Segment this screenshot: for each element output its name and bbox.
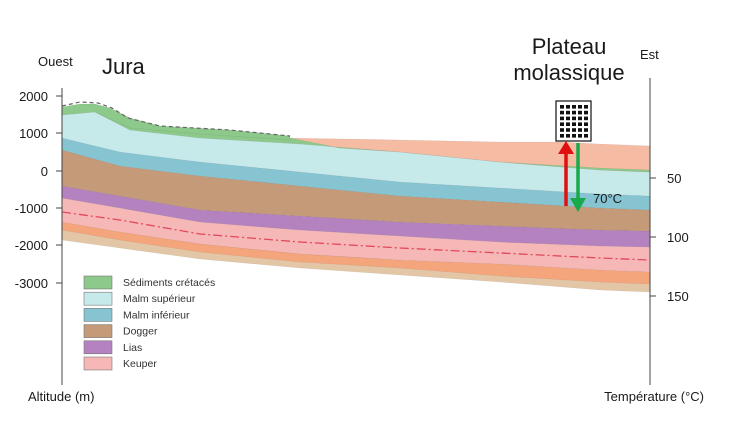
keuper-dashdot-line [61, 211, 651, 261]
building-window [560, 105, 564, 109]
altitude-tick-label: -1000 [15, 201, 48, 216]
temperature-axis-label: Température (°C) [604, 389, 704, 404]
legend-label: Keuper [123, 358, 157, 370]
temperature-tick-label: 150 [667, 289, 689, 304]
building-window [578, 122, 582, 126]
west-label: Ouest [38, 54, 73, 69]
legend-swatch [83, 291, 113, 306]
east-label: Est [640, 47, 659, 62]
building-window [584, 122, 588, 126]
building-window [578, 128, 582, 132]
legend-label: Dogger [123, 326, 158, 338]
building-window [566, 105, 570, 109]
building-window [566, 116, 570, 121]
building-window [572, 134, 576, 138]
plateau-label-line2: molassique [513, 60, 624, 85]
building-window [566, 134, 570, 138]
building-window [566, 122, 570, 126]
building-window [560, 128, 564, 132]
building-window [584, 110, 588, 115]
legend-swatch [83, 275, 113, 290]
altitude-tick-label: -3000 [15, 276, 48, 291]
building-window [560, 134, 564, 138]
altitude-axis-ticks [56, 95, 62, 284]
altitude-axis-label: Altitude (m) [28, 389, 94, 404]
legend-label: Sédiments crétacés [123, 277, 215, 289]
temperature-tick-label: 50 [667, 171, 681, 186]
eroded-surface-dashed-line [61, 101, 291, 137]
building-window [584, 128, 588, 132]
legend-swatch [83, 356, 113, 371]
building-window [584, 116, 588, 121]
building-window [578, 110, 582, 115]
legend-label: Lias [123, 342, 142, 354]
altitude-tick-label: -2000 [15, 238, 48, 253]
building-icon [555, 100, 592, 142]
building-window [584, 134, 588, 138]
building-window [572, 122, 576, 126]
altitude-tick-label: 0 [41, 164, 48, 179]
legend-swatch [83, 324, 113, 338]
jura-label: Jura [102, 54, 146, 79]
building-window [572, 116, 576, 121]
building-window [560, 122, 564, 126]
altitude-tick-label: 1000 [19, 126, 48, 141]
legend-swatch [83, 340, 113, 355]
building-window [572, 128, 576, 132]
temperature-tick-label: 100 [667, 230, 689, 245]
building-window [560, 116, 564, 121]
cold-water-down-arrow-icon [570, 143, 586, 212]
building-window [578, 105, 582, 109]
hot-water-up-arrow-icon [558, 141, 574, 206]
altitude-tick-label: 2000 [19, 89, 48, 104]
legend-label: Malm supérieur [123, 293, 196, 305]
building-window [578, 134, 582, 138]
plateau-label-line1: Plateau [532, 34, 607, 59]
legend-label: Malm inférieur [123, 309, 190, 321]
building-window [578, 116, 582, 121]
legend: Sédiments crétacés Malm supérieur Malm inf… [83, 275, 215, 371]
legend-swatch [83, 308, 113, 322]
building-window [584, 105, 588, 109]
temperature-axis-ticks [650, 177, 656, 297]
temperature-marker-label: 70°C [593, 191, 622, 206]
building-window [572, 110, 576, 115]
building-window [566, 110, 570, 115]
building-window [566, 128, 570, 132]
building-window [560, 110, 564, 115]
building-window [572, 105, 576, 109]
